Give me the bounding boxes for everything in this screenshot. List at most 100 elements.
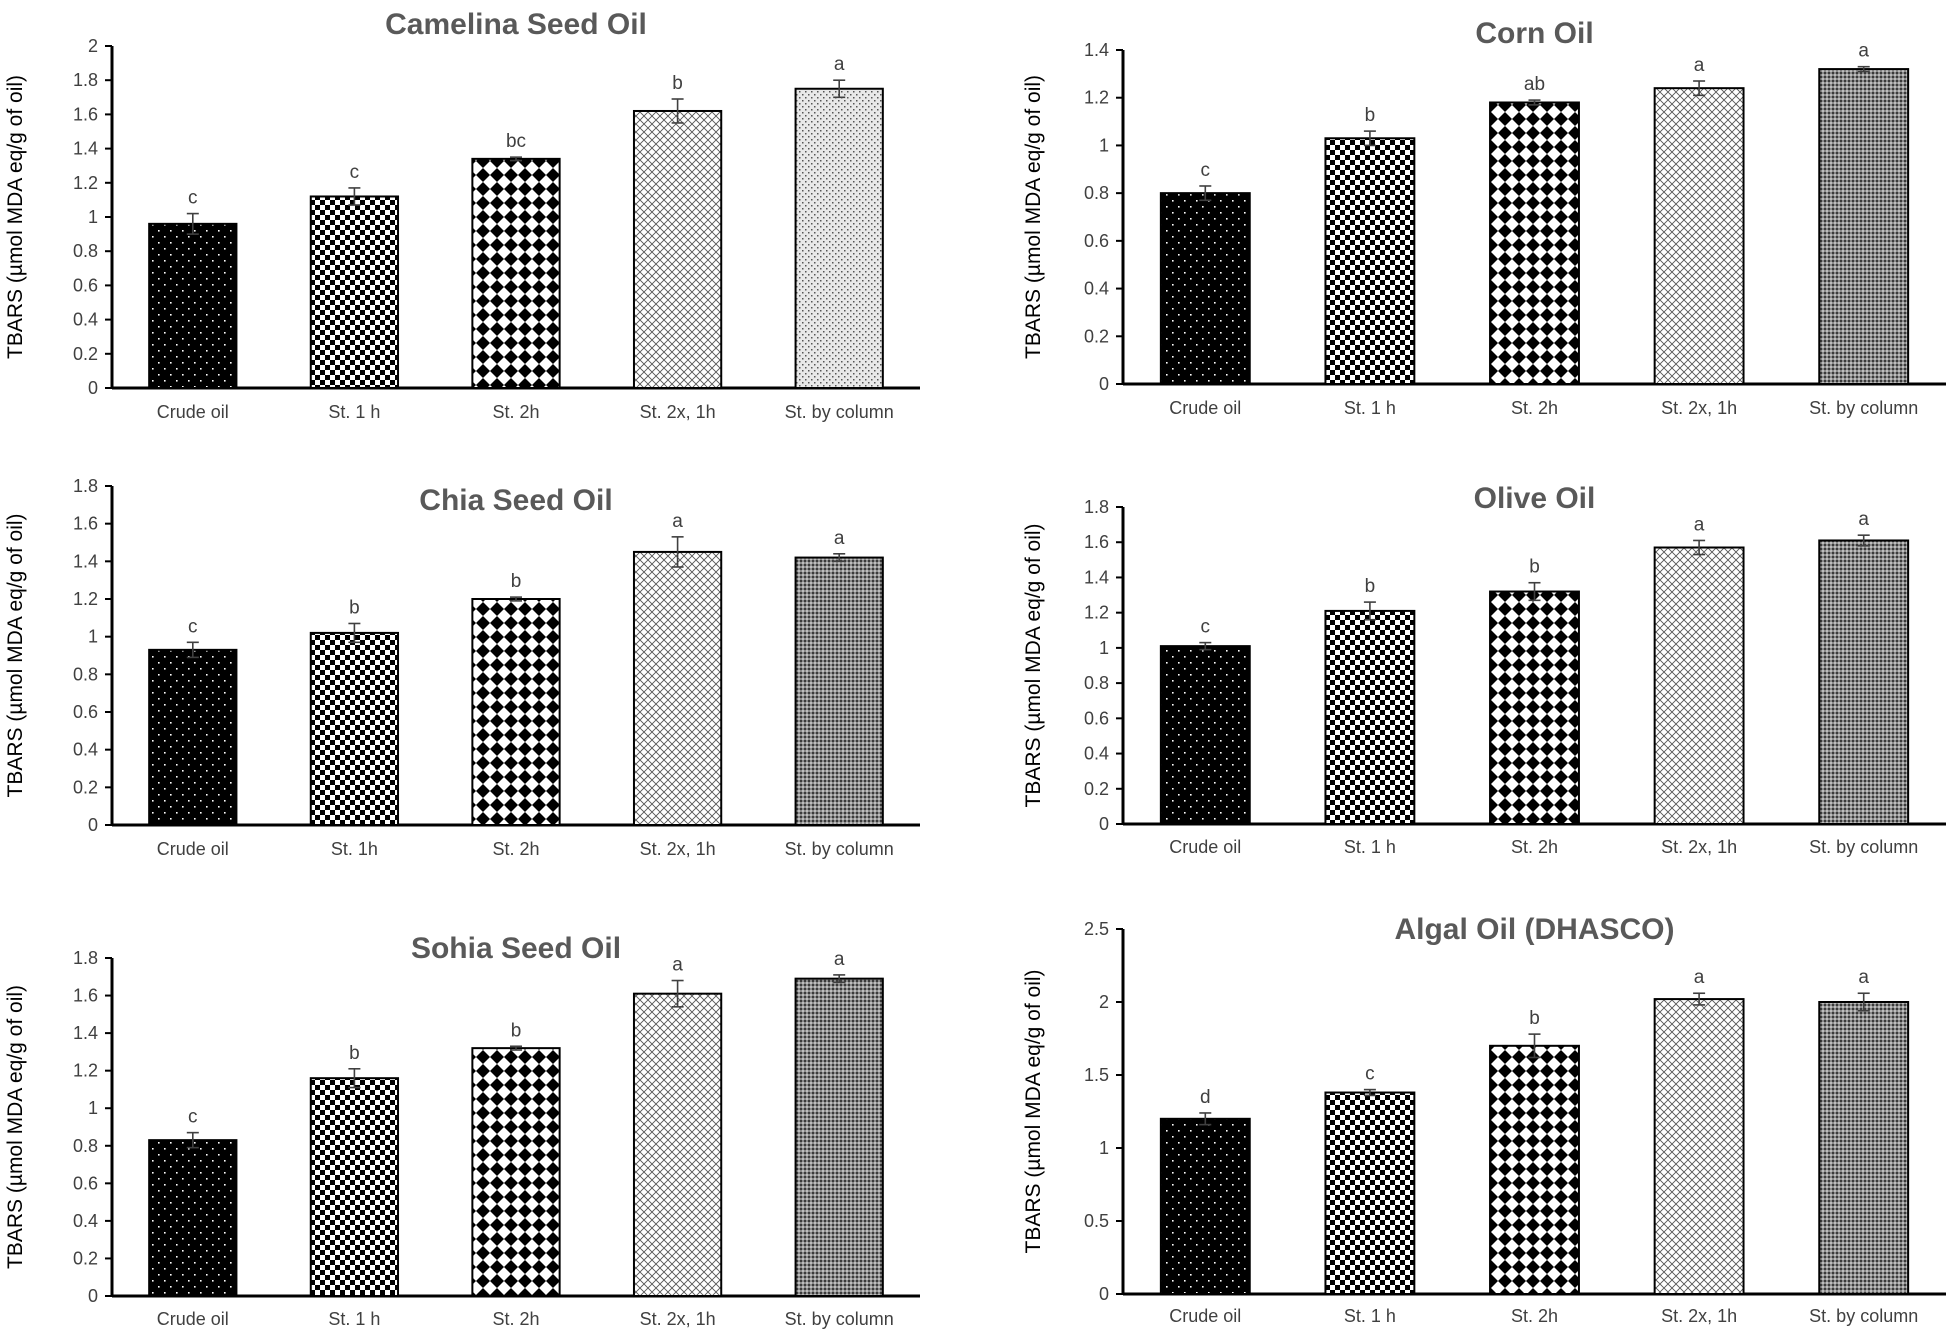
bar-crude-oil <box>1159 645 1251 826</box>
y-tick-label: 0.4 <box>73 310 98 330</box>
y-tick-label: 0.8 <box>73 1136 98 1156</box>
y-tick-label: 1 <box>88 207 98 227</box>
significance-label: a <box>1694 55 1705 76</box>
y-tick-label: 1 <box>1099 638 1109 658</box>
y-axis-label: TBARS (µmol MDA eq/g of oil) <box>1022 523 1045 807</box>
bar-st-2x-1h <box>632 992 723 1298</box>
significance-label: c <box>350 162 360 183</box>
significance-label: c <box>188 1107 198 1128</box>
y-tick-label: 0 <box>1099 814 1109 834</box>
bar-st-by-column <box>1818 539 1910 825</box>
y-tick-label: 0.4 <box>1084 744 1109 764</box>
significance-label: b <box>1529 557 1540 578</box>
significance-label: b <box>511 571 522 592</box>
y-tick-label: 0 <box>88 815 98 835</box>
x-tick-label: St. 2h <box>492 402 539 422</box>
y-tick-label: 1.2 <box>1084 88 1109 108</box>
significance-label: b <box>349 1043 360 1064</box>
bar-st-by-column <box>794 87 884 389</box>
y-tick-label: 1.2 <box>73 173 98 193</box>
x-tick-label: St. 2h <box>1511 837 1558 857</box>
bar-st-2x-1h <box>1653 998 1745 1296</box>
significance-label: a <box>672 511 683 532</box>
x-tick-label: St. 2h <box>1511 398 1558 418</box>
chart-title: Algal Oil (DHASCO) <box>1394 913 1674 946</box>
y-tick-label: 1.8 <box>73 948 98 968</box>
bar-st-2h <box>1489 101 1580 385</box>
y-tick-label: 0.4 <box>73 1211 98 1231</box>
bar-st-1-h <box>1324 609 1416 826</box>
significance-label: a <box>834 528 845 549</box>
bar-st-2h <box>1489 1044 1580 1296</box>
y-tick-label: 1.6 <box>73 514 98 534</box>
y-tick-label: 1.2 <box>1084 603 1109 623</box>
x-tick-label: St. 2h <box>492 1309 539 1329</box>
y-tick-label: 0 <box>1099 374 1109 394</box>
y-tick-label: 1.5 <box>1084 1065 1109 1085</box>
y-tick-label: 1.6 <box>1084 532 1109 552</box>
significance-label: b <box>349 597 360 618</box>
y-tick-label: 0.8 <box>1084 673 1109 693</box>
y-tick-label: 1 <box>1099 1138 1109 1158</box>
significance-label: c <box>1201 160 1211 181</box>
y-tick-label: 0.8 <box>73 664 98 684</box>
x-tick-label: St. 2h <box>1511 1306 1558 1326</box>
y-tick-label: 0.8 <box>1084 183 1109 203</box>
y-tick-label: 1 <box>1099 135 1109 155</box>
y-tick-label: 1.4 <box>1084 567 1109 587</box>
significance-label: a <box>1858 509 1869 530</box>
y-tick-label: 0.6 <box>1084 231 1109 251</box>
y-tick-label: 0.6 <box>73 702 98 722</box>
x-tick-label: St. 1 h <box>1344 398 1396 418</box>
bar-st-1-h <box>309 195 400 389</box>
significance-label: c <box>188 616 198 637</box>
significance-label: b <box>1365 576 1376 597</box>
bar-crude-oil <box>1159 1117 1251 1296</box>
y-tick-label: 0 <box>88 1286 98 1306</box>
bar-st-1-h <box>1324 137 1416 385</box>
significance-label: b <box>1365 105 1376 126</box>
bar-st-1-h <box>309 1077 400 1297</box>
x-tick-label: St. 1h <box>331 839 378 859</box>
bar-crude-oil <box>148 222 238 389</box>
x-tick-label: St. 2x, 1h <box>640 1309 716 1329</box>
y-axis-label: TBARS (µmol MDA eq/g of oil) <box>4 985 27 1269</box>
x-tick-label: St. by column <box>1809 837 1918 857</box>
bar-st-by-column <box>1818 1001 1910 1295</box>
y-tick-label: 1.2 <box>73 1061 98 1081</box>
x-tick-label: St. 2x, 1h <box>1661 398 1737 418</box>
x-tick-label: St. by column <box>1809 1306 1918 1326</box>
bar-st-2x-1h <box>1653 546 1745 825</box>
y-tick-label: 0.2 <box>1084 779 1109 799</box>
y-tick-label: 1.4 <box>1084 40 1109 60</box>
significance-label: c <box>188 188 198 209</box>
y-tick-label: 0.2 <box>1084 326 1109 346</box>
chart-panel-3: Chia Seed Oil TBARS (µmol MDA eq/g of oil… <box>4 476 920 859</box>
x-tick-label: St. 1 h <box>328 402 380 422</box>
bar-st-by-column <box>1818 68 1910 385</box>
bar-crude-oil <box>148 648 238 826</box>
bar-st-2x-1h <box>632 550 723 827</box>
x-tick-label: St. by column <box>785 1309 894 1329</box>
y-tick-label: 0.5 <box>1084 1211 1109 1231</box>
significance-label: b <box>672 73 683 94</box>
significance-label: bc <box>506 131 526 152</box>
chart-panel-6: Algal Oil (DHASCO) TBARS (µmol MDA eq/g o… <box>1022 913 1946 1326</box>
x-tick-label: St. by column <box>1809 398 1918 418</box>
significance-label: c <box>1201 617 1211 638</box>
y-tick-label: 1.2 <box>73 589 98 609</box>
significance-label: c <box>1365 1064 1375 1085</box>
y-axis-label: TBARS (µmol MDA eq/g of oil) <box>1022 969 1045 1253</box>
bar-st-2h <box>471 1047 561 1297</box>
chart-title: Chia Seed Oil <box>419 484 612 517</box>
y-tick-label: 2 <box>88 36 98 56</box>
x-tick-label: Crude oil <box>1169 837 1241 857</box>
significance-label: a <box>834 54 845 75</box>
y-tick-label: 0.4 <box>73 740 98 760</box>
significance-label: b <box>511 1020 522 1041</box>
bar-st-2h <box>1489 590 1580 825</box>
significance-label: a <box>1858 41 1869 62</box>
y-tick-label: 1 <box>88 1098 98 1118</box>
x-tick-label: St. 2x, 1h <box>640 839 716 859</box>
bar-st-by-column <box>794 977 884 1298</box>
